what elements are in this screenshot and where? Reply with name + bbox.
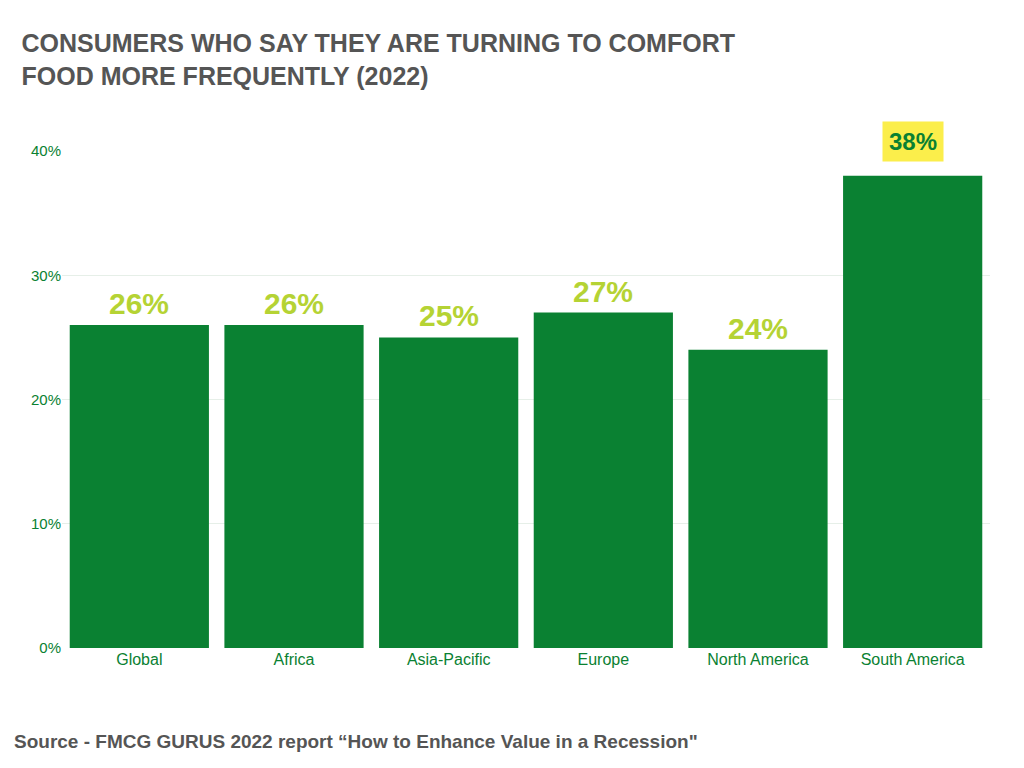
- svg-text:Asia-Pacific: Asia-Pacific: [407, 651, 491, 668]
- svg-text:Africa: Africa: [274, 651, 315, 668]
- svg-text:30%: 30%: [31, 267, 61, 284]
- svg-text:CONSUMERS WHO SAY THEY ARE TUR: CONSUMERS WHO SAY THEY ARE TURNING TO CO…: [22, 29, 735, 90]
- svg-text:Source - FMCG GURUS 2022 repor: Source - FMCG GURUS 2022 report “How to …: [14, 731, 698, 752]
- svg-text:26%: 26%: [109, 287, 169, 320]
- svg-text:10%: 10%: [31, 515, 61, 532]
- svg-text:38%: 38%: [889, 128, 937, 155]
- svg-text:North America: North America: [707, 651, 808, 668]
- svg-text:24%: 24%: [728, 312, 788, 345]
- svg-text:0%: 0%: [39, 639, 61, 656]
- svg-text:40%: 40%: [31, 142, 61, 159]
- svg-text:20%: 20%: [31, 391, 61, 408]
- svg-text:26%: 26%: [264, 287, 324, 320]
- svg-text:South America: South America: [861, 651, 965, 668]
- svg-text:Europe: Europe: [578, 651, 630, 668]
- svg-text:25%: 25%: [419, 299, 479, 332]
- svg-text:Global: Global: [116, 651, 162, 668]
- svg-text:27%: 27%: [573, 275, 633, 308]
